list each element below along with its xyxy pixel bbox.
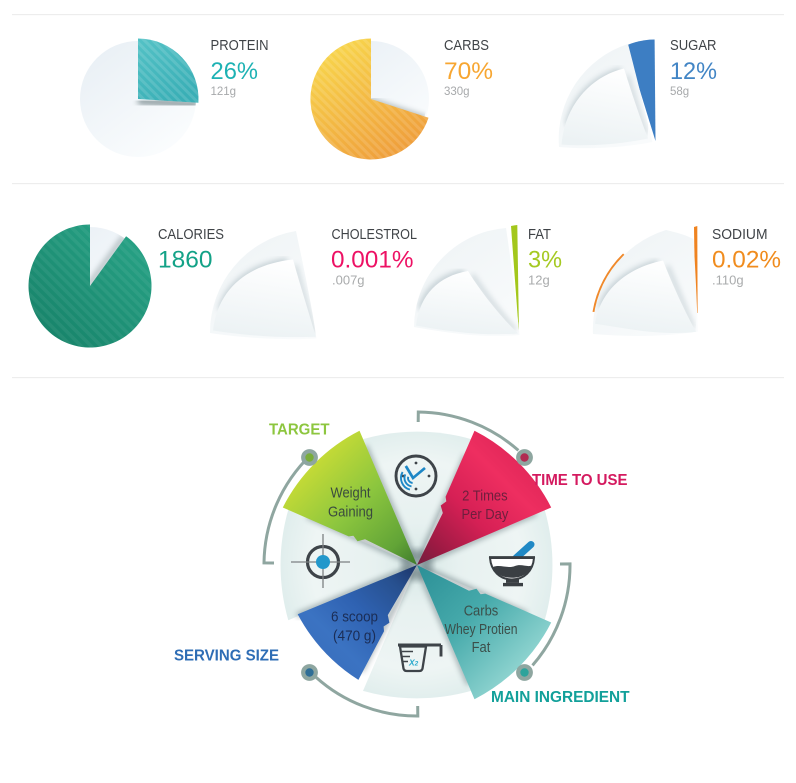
svg-text:PROTEIN: PROTEIN <box>211 37 269 54</box>
svg-text:Fat: Fat <box>472 640 491 656</box>
svg-text:.110g: .110g <box>712 273 744 288</box>
svg-text:X2: X2 <box>408 658 419 668</box>
svg-text:SUGAR: SUGAR <box>670 37 717 54</box>
svg-text:1860: 1860 <box>158 247 213 274</box>
svg-text:70%: 70% <box>444 58 493 85</box>
svg-text:26%: 26% <box>211 58 259 85</box>
svg-text:SERVING SIZE: SERVING SIZE <box>174 648 279 665</box>
svg-text:.007g: .007g <box>332 273 365 288</box>
svg-text:(470 g): (470 g) <box>333 629 376 645</box>
svg-text:Per Day: Per Day <box>462 507 510 523</box>
svg-text:CHOLESTROL: CHOLESTROL <box>332 226 418 243</box>
svg-text:Whey Protien: Whey Protien <box>445 622 518 638</box>
svg-text:CARBS: CARBS <box>444 37 489 54</box>
svg-text:12%: 12% <box>670 58 717 85</box>
svg-text:58g: 58g <box>670 86 689 98</box>
svg-text:6 scoop: 6 scoop <box>331 610 378 626</box>
svg-text:TARGET: TARGET <box>269 421 330 438</box>
svg-text:FAT: FAT <box>528 226 551 243</box>
svg-text:330g: 330g <box>444 86 470 98</box>
svg-text:0.001%: 0.001% <box>331 247 414 274</box>
svg-text:12g: 12g <box>528 273 550 288</box>
svg-text:2 Times: 2 Times <box>462 489 508 505</box>
svg-text:MAIN INGREDIENT: MAIN INGREDIENT <box>491 689 630 706</box>
svg-text:121g: 121g <box>211 86 237 98</box>
svg-text:Carbs: Carbs <box>464 604 499 620</box>
svg-text:CALORIES: CALORIES <box>158 226 224 243</box>
svg-text:Weight: Weight <box>331 486 371 502</box>
svg-text:3%: 3% <box>528 247 562 274</box>
svg-text:SODIUM: SODIUM <box>712 226 768 243</box>
svg-text:Gaining: Gaining <box>328 505 373 521</box>
svg-text:TIME TO USE: TIME TO USE <box>532 472 628 489</box>
svg-text:0.02%: 0.02% <box>712 247 781 274</box>
